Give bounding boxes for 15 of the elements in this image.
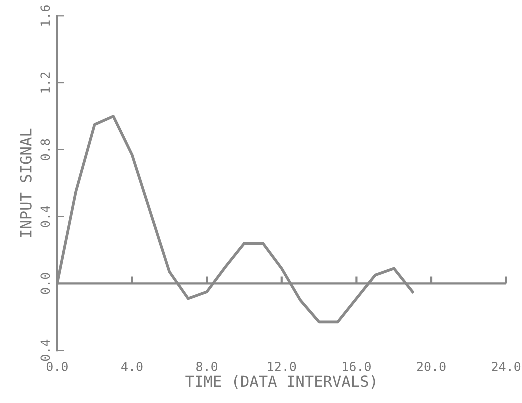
y-tick-label: 0.4 [40, 340, 50, 362]
x-tick-label: 4.0 [122, 362, 143, 372]
x-tick-label: 16.0 [343, 362, 371, 372]
y-tick-label: 0.8 [40, 139, 50, 160]
x-tick-label: 12.0 [268, 362, 296, 372]
y-tick-label: 0.0 [40, 273, 50, 294]
y-tick-label: 1.6 [40, 6, 50, 26]
x-tick-label: 20.0 [417, 362, 446, 372]
x-tick-label: 24.0 [492, 362, 521, 372]
x-tick-label: 8.0 [196, 362, 218, 372]
x-tick-label: 0.0 [46, 362, 68, 372]
y-tick-label: 1.2 [40, 72, 50, 93]
x-axis-title: TIME (DATA INTERVALS) [186, 375, 376, 389]
y-tick-label: 0.4 [40, 206, 50, 228]
y-axis-title: INPUT SIGNAL [20, 128, 32, 238]
